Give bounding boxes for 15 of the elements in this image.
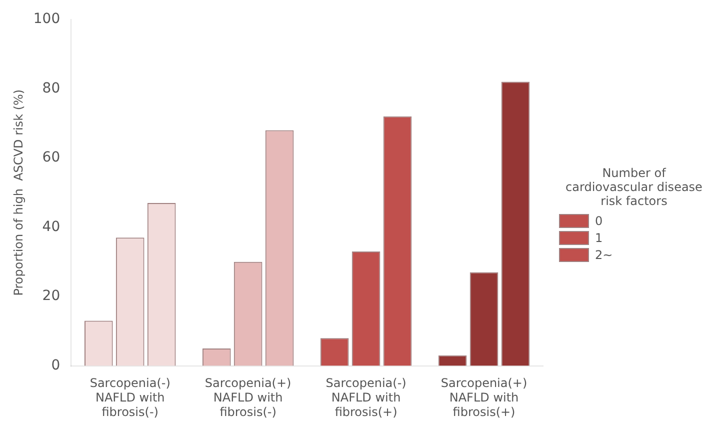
x-tick-label: Sarcopenia(+) NAFLD with fibrosis(+) — [440, 376, 528, 419]
legend-label: 0 — [595, 214, 603, 228]
legend-label: 1 — [595, 231, 603, 245]
y-tick-label: 60 — [42, 150, 60, 166]
y-axis-title: Proportion of high ASCVD risk (%) — [11, 89, 26, 296]
legend-label: 2~ — [595, 248, 613, 262]
y-tick-label: 80 — [42, 80, 60, 96]
y-tick-label: 20 — [42, 288, 60, 304]
y-tick-label: 100 — [33, 11, 60, 28]
x-tick-label: Sarcopenia(+) NAFLD with fibrosis(-) — [204, 376, 292, 419]
x-tick-label: Sarcopenia(-) NAFLD with fibrosis(+) — [326, 376, 406, 419]
legend-title: Number of cardiovascular disease risk factors — [564, 166, 704, 208]
y-tick-label: 40 — [42, 218, 60, 235]
x-tick-label: Sarcopenia(-) NAFLD with fibrosis(-) — [90, 376, 170, 419]
y-tick-label: 0 — [51, 357, 60, 374]
